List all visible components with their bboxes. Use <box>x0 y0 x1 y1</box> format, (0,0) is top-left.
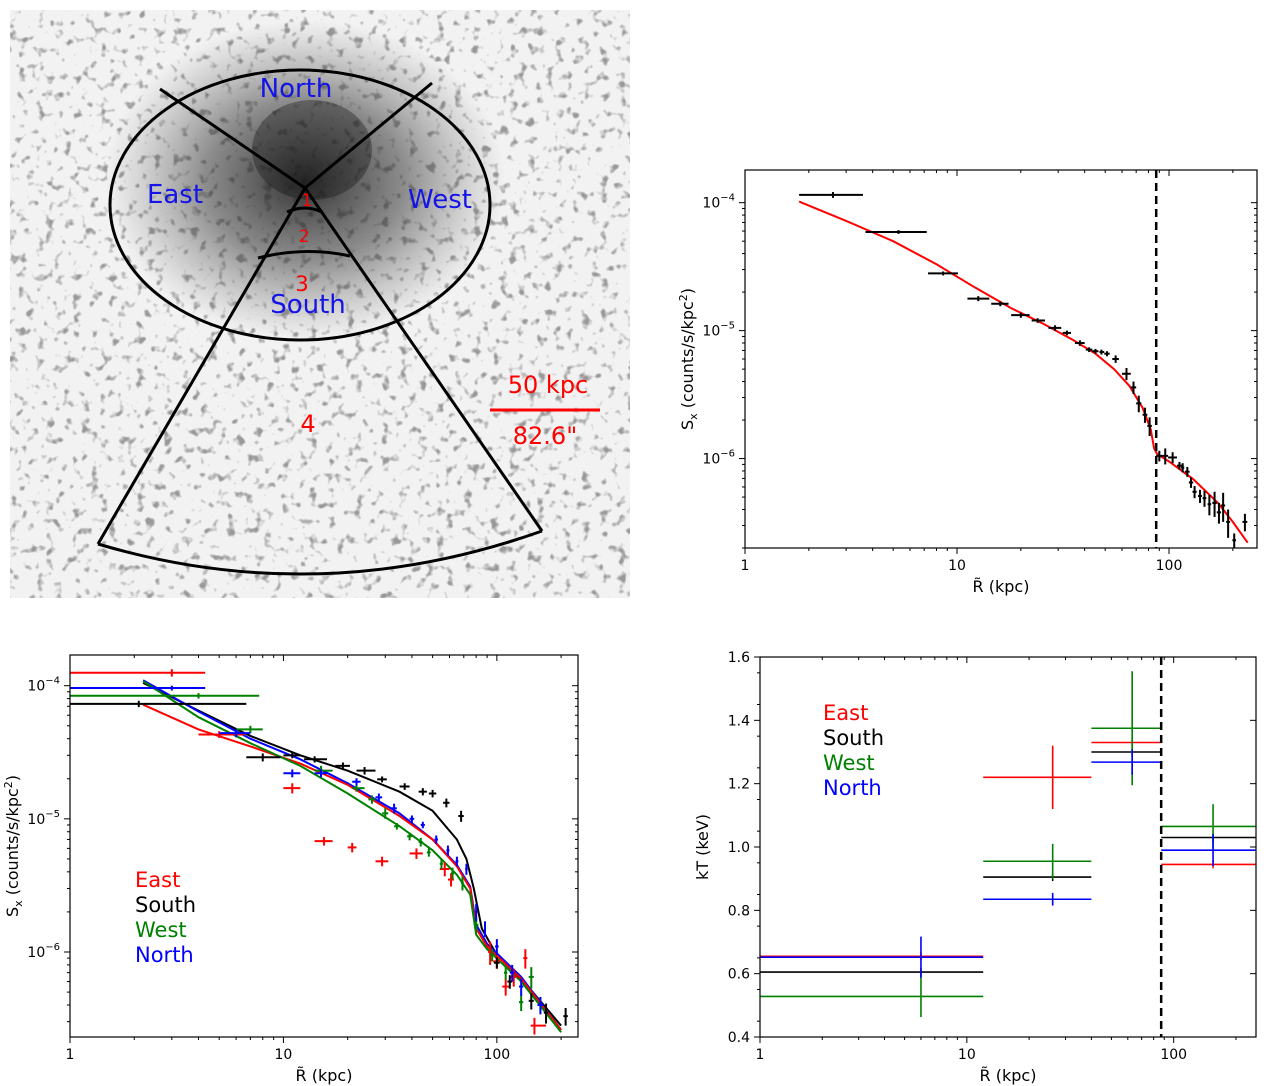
kt-sector-profiles-plot: 1 10 100 0.4 0.6 0.8 1.0 1.2 1.4 1.6 R̃ (kpc) kT (k… <box>693 650 1257 1085</box>
y-tick-label: 10−4 <box>27 676 60 695</box>
y-tick-label: 10−6 <box>702 449 735 468</box>
plot-frame <box>69 654 579 1038</box>
legend-west: West <box>823 751 875 775</box>
plot-area <box>70 669 568 1035</box>
x-axis-label: R̃ (kpc) <box>296 1066 353 1085</box>
label-north: North <box>260 74 333 104</box>
y-tick-label: 1.0 <box>728 840 750 856</box>
region-number-1: 1 <box>302 191 313 211</box>
y-tick-label: 1.4 <box>728 713 750 729</box>
legend-north: North <box>823 776 882 800</box>
y-tick-label: 0.6 <box>728 967 750 983</box>
sector-boundary-ne <box>304 81 433 190</box>
legend-south: South <box>135 893 196 917</box>
plot-frame <box>744 169 1258 549</box>
x-axis-label: R̃ (kpc) <box>973 577 1030 596</box>
sx-total-profile-plot: 1 10 100 10−4 10−5 10−6 R̃ (kpc) Sx (counts/s/k… <box>677 169 1258 596</box>
model-line-3 <box>142 680 562 1033</box>
region-2-arc <box>257 250 351 260</box>
legend-east: East <box>135 868 180 892</box>
sector-boundary-se <box>303 187 544 532</box>
legend-south: South <box>823 726 884 750</box>
cluster-core <box>252 100 372 200</box>
y-axis-label: Sx (counts/s/kpc2) <box>677 288 700 430</box>
plot-area <box>798 192 1249 548</box>
x-tick-label: 10 <box>958 1047 976 1063</box>
y-tick-label: 10−5 <box>27 809 60 828</box>
y-tick-label: 10−6 <box>27 942 60 961</box>
x-tick-label: 1 <box>756 1047 765 1063</box>
region-number-4: 4 <box>300 410 315 438</box>
sector-boundary-sw <box>96 187 307 545</box>
scale-bar-distance: 50 kpc <box>508 371 589 399</box>
region-number-2: 2 <box>299 227 310 247</box>
x-tick-label: 10 <box>275 1047 293 1063</box>
label-east: East <box>147 180 203 210</box>
cluster-emission <box>105 20 505 340</box>
scale-bar-angle: 82.6" <box>513 422 577 450</box>
model-line-2 <box>142 703 562 1031</box>
y-tick-label: 0.8 <box>728 903 750 919</box>
y-tick-label: 10−4 <box>702 193 735 212</box>
legend-north: North <box>135 943 194 967</box>
x-tick-label: 100 <box>483 1047 510 1063</box>
legend-west: West <box>135 918 187 942</box>
y-tick-label: 1.6 <box>728 650 750 666</box>
xray-image-panel: North East West South 1 2 3 4 50 kpc 82.… <box>10 10 630 598</box>
x-tick-label: 100 <box>1160 1047 1187 1063</box>
plot-area <box>760 671 1256 1018</box>
y-axis-label: kT (keV) <box>693 814 712 880</box>
y-tick-label: 10−5 <box>702 321 735 340</box>
outer-ellipse-region <box>108 68 492 342</box>
x-tick-label: 10 <box>948 558 966 574</box>
model-line-0 <box>798 200 1249 544</box>
x-tick-label: 1 <box>741 558 750 574</box>
y-tick-label: 0.4 <box>728 1030 750 1046</box>
label-west: West <box>408 185 472 215</box>
region-4-outer-arc <box>97 529 543 576</box>
sx-sector-profiles-plot: 1 10 100 10−4 10−5 10−6 R̃ (kpc) Sx (counts/s/k… <box>2 654 579 1085</box>
x-axis-label: R̃ (kpc) <box>980 1066 1037 1085</box>
region-1-arc <box>286 206 323 214</box>
legend-east: East <box>823 701 868 725</box>
sector-boundary-nw <box>159 87 306 190</box>
label-south: South <box>270 290 346 320</box>
x-tick-label: 100 <box>1156 558 1183 574</box>
y-tick-label: 1.2 <box>728 777 750 793</box>
y-axis-label: Sx (counts/s/kpc2) <box>2 775 25 917</box>
region-number-3: 3 <box>295 272 308 296</box>
x-tick-label: 1 <box>66 1047 75 1063</box>
